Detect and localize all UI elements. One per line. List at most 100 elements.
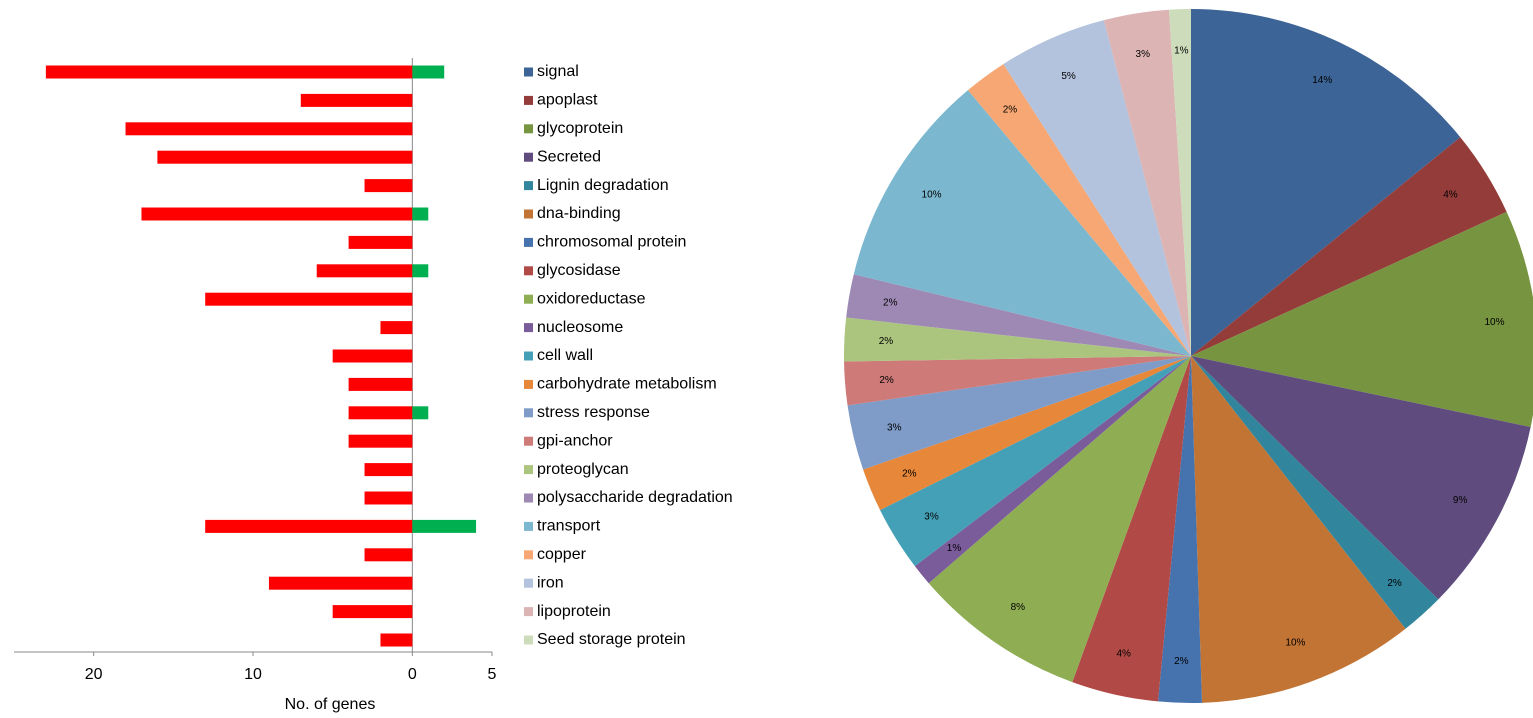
legend-swatch [524,578,533,588]
slice-label: 4% [1116,648,1131,659]
legend-swatch [524,408,533,418]
slice-label: 3% [924,512,939,523]
legend-swatch [524,465,533,475]
slice-label: 1% [947,543,962,554]
legend-swatch [524,124,533,134]
pie-slice [914,356,1191,584]
legend-label: dna-binding [537,205,621,222]
legend-label: signal [537,63,579,80]
legend-swatch [524,607,533,617]
bar [157,150,413,164]
legend-swatch [524,181,533,191]
pie-slice [1191,356,1439,629]
pie-slice [1191,137,1507,356]
bar [348,406,413,420]
bar [380,321,413,335]
slice-label: 10% [1484,317,1504,328]
x-tick-label: 20 [85,666,103,683]
legend-label: oxidoreductase [537,290,646,307]
bar [205,292,413,306]
pie-slice [1072,356,1191,702]
legend-label: polysaccharide degradation [537,489,733,506]
x-tick-label: 5 [488,666,497,683]
bar [364,463,413,477]
slice-label: 5% [1061,71,1076,82]
pie-slice [844,317,1191,362]
legend-label: copper [537,546,587,563]
bar [412,519,477,533]
slice-label: 2% [879,375,894,386]
slice-label: 2% [902,469,917,480]
pie-slice [846,274,1191,356]
slice-label: 14% [1312,75,1332,86]
legend-label: chromosomal protein [537,234,686,251]
legend-label: glycosidase [537,262,621,279]
pie-slice [1103,9,1191,357]
pie-slice [1003,20,1191,357]
bar [125,122,413,136]
bar [412,207,429,221]
pie-slice [853,90,1191,356]
legend-label: lipoprotein [537,603,611,620]
bar [364,548,413,562]
slice-label: 9% [1453,495,1468,506]
legend-swatch [524,635,533,645]
bar [300,93,413,107]
pie-slice [847,356,1191,470]
legend-swatch [524,152,533,162]
legend-label: stress response [537,404,650,421]
bar [141,207,413,221]
bar [45,65,413,79]
bar [316,264,413,278]
pie-slice [928,356,1191,683]
pie-slice [1158,356,1203,703]
bar [332,349,413,363]
legend-label: Lignin degradation [537,177,669,194]
slice-label: 3% [887,423,902,434]
legend-swatch [524,237,533,247]
legend-swatch [524,493,533,503]
x-tick-label: 10 [244,666,262,683]
legend-swatch [524,379,533,389]
legend-swatch [524,95,533,105]
legend-swatch [524,67,533,77]
bar [412,406,429,420]
slice-label: 4% [1443,190,1458,201]
legend-swatch [524,351,533,361]
slice-label: 3% [1136,49,1151,60]
bar [348,434,413,448]
pie-slice [967,64,1191,356]
bar [412,264,429,278]
bar [364,491,413,505]
legend-label: transport [537,518,601,535]
pie-slice [1191,211,1533,428]
slice-label: 2% [879,336,894,347]
bar [332,605,413,619]
pie-slice [863,356,1191,511]
legend-label: proteoglycan [537,461,629,478]
legend-label: carbohydrate metabolism [537,376,717,393]
bar [268,576,413,590]
legend-swatch [524,209,533,219]
slice-label: 2% [883,298,898,309]
bar [364,179,413,193]
legend-label: glycoprotein [537,120,623,137]
pie-slice [1191,356,1531,600]
legend-label: Seed storage protein [537,631,686,648]
legend-label: cell wall [537,347,593,364]
pie-slice [1191,9,1461,356]
slice-label: 2% [1387,578,1402,589]
legend-label: iron [537,574,564,591]
bar [348,377,413,391]
bar [205,519,413,533]
legend-swatch [524,323,533,333]
x-axis-label: No. of genes [285,696,376,713]
x-tick-label: 0 [408,666,417,683]
legend-label: gpi-anchor [537,432,613,449]
slice-label: 2% [1003,105,1018,116]
legend-swatch [524,550,533,560]
pie-slice [844,356,1191,406]
legend-swatch [524,436,533,446]
slice-label: 1% [1174,45,1189,56]
